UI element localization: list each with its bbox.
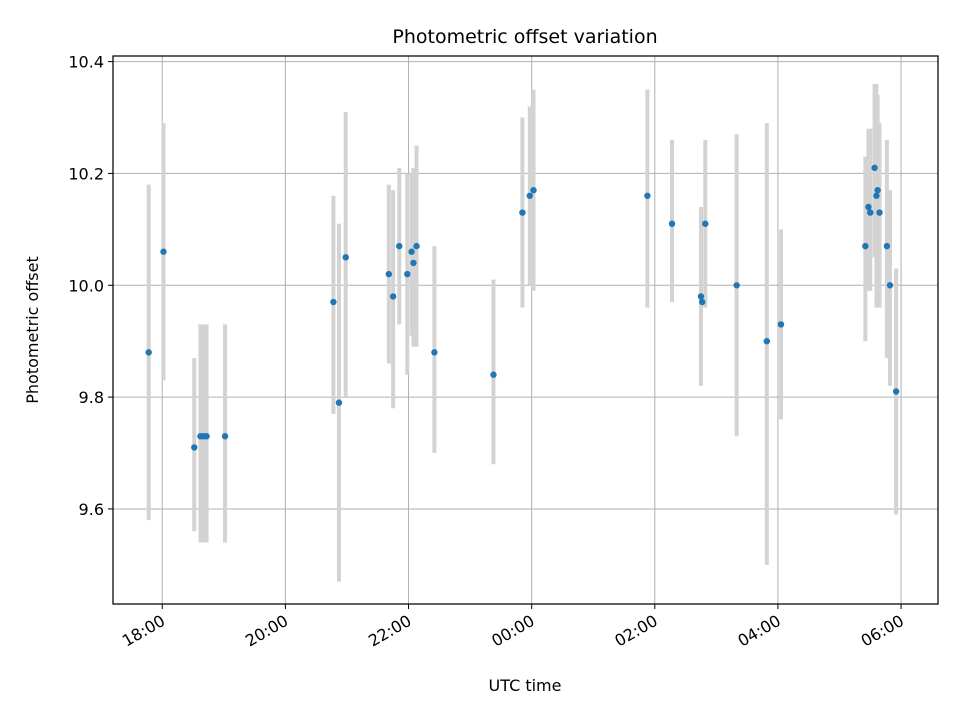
data-point [413,242,420,250]
data-point [389,293,397,300]
y-tick-label: 9.8 [79,388,104,407]
data-point [404,270,411,278]
data-point [410,259,417,267]
data-point [145,349,152,356]
data-point [698,298,706,306]
data-point [883,242,891,250]
data-point [191,444,198,451]
data-point [777,321,785,328]
data-point [385,270,393,278]
point-layer [145,164,900,451]
data-point [160,248,167,255]
grid-layer [113,56,938,604]
data-point [519,209,526,216]
data-point [886,282,894,289]
data-point [396,242,403,250]
y-tick-label: 9.6 [79,500,104,519]
data-point [526,192,534,199]
data-point [876,209,883,216]
data-point [867,209,874,216]
data-point [221,433,229,440]
data-point [530,187,537,194]
y-axis-label: Photometric offset [23,256,42,404]
data-point [702,220,709,227]
data-point [203,433,210,440]
data-point [408,248,415,255]
y-tick-label: 10.0 [68,276,104,295]
data-point [668,220,676,227]
data-point [892,388,900,395]
data-point [874,187,881,194]
chart-title: Photometric offset variation [392,26,657,48]
data-point [490,371,497,378]
y-tick-label: 10.2 [68,164,104,183]
y-tick-label: 10.4 [68,53,104,72]
data-point [330,298,337,306]
data-point [335,399,343,406]
data-point [873,192,880,199]
data-point [644,192,651,199]
data-point [342,254,349,261]
data-point [431,349,438,356]
data-point [862,242,869,250]
x-axis-label: UTC time [489,676,562,695]
data-point [865,203,872,211]
data-point [871,164,878,172]
data-point [733,282,740,289]
plot-frame [112,55,939,605]
data-point [697,293,705,300]
data-point [763,337,771,345]
